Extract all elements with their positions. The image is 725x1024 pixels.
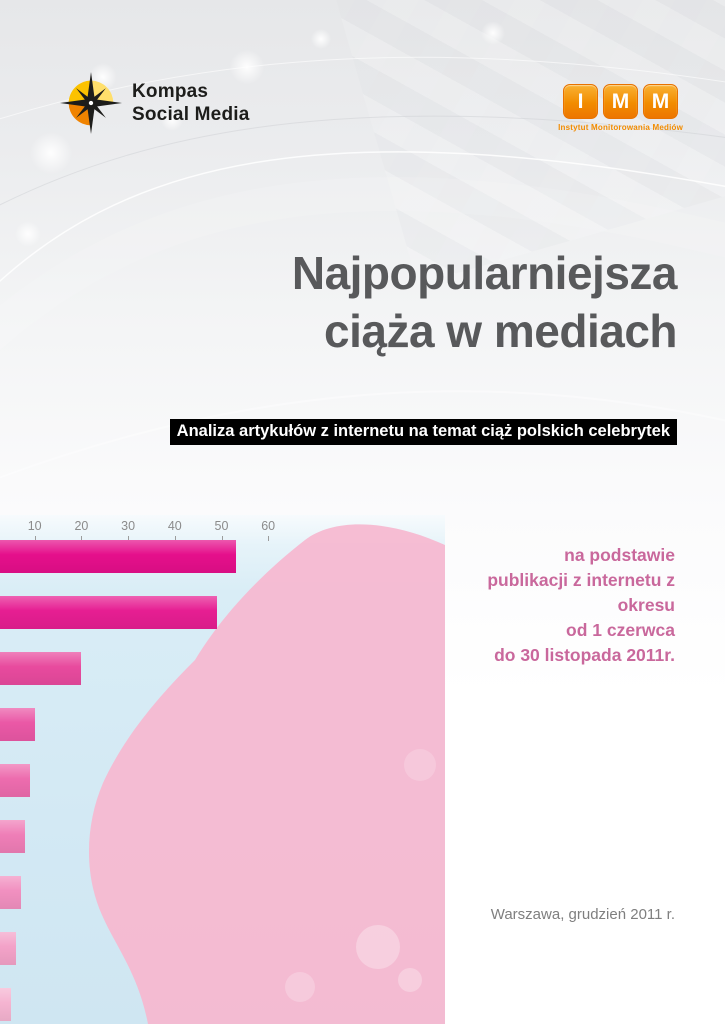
- imm-logo-tiles: I M M: [558, 84, 683, 119]
- bar: [0, 932, 17, 965]
- side-text-line5: do 30 listopada 2011r.: [494, 645, 675, 665]
- axis-tick-mark: [34, 536, 36, 541]
- bar-chart: 10 20 30 40 50 60: [0, 515, 445, 1024]
- axis-tick-label: 50: [214, 519, 229, 533]
- axis-tick-label: 30: [121, 519, 136, 533]
- sparkle-decoration: [14, 220, 42, 248]
- side-text: na podstawie publikacji z internetu z ok…: [345, 543, 675, 668]
- bar: [0, 764, 31, 797]
- imm-tile-m2: M: [643, 84, 679, 119]
- kompas-compass-icon: [60, 72, 122, 134]
- sparkle-decoration: [480, 20, 506, 46]
- kompas-logo-line1: Kompas: [132, 81, 209, 102]
- axis-tick-mark: [221, 536, 223, 541]
- kompas-logo-text: Kompas Social Media: [132, 80, 250, 126]
- bar: [0, 540, 236, 573]
- footer-date: Warszawa, grudzień 2011 r.: [490, 906, 675, 923]
- report-title-line1: Najpopularniejsza: [291, 247, 678, 299]
- imm-logo-subtitle: Instytut Monitorowania Mediów: [558, 123, 683, 132]
- bar: [0, 596, 217, 629]
- imm-logo: I M M Instytut Monitorowania Mediów: [558, 84, 683, 132]
- axis-tick-label: 60: [261, 519, 276, 533]
- sparkle-decoration: [310, 28, 332, 50]
- axis-tick-mark: [128, 536, 130, 541]
- bar-chart-plot: 10 20 30 40 50 60: [0, 515, 445, 1024]
- axis-tick-label: 20: [74, 519, 89, 533]
- side-text-line3: okresu: [617, 595, 675, 615]
- side-text-line4: od 1 czerwca: [566, 620, 675, 640]
- side-text-line2: publikacji z internetu z: [487, 570, 675, 590]
- imm-tile-m1: M: [603, 84, 639, 119]
- kompas-logo-line2: Social Media: [132, 104, 250, 125]
- sparkle-decoration: [28, 130, 74, 176]
- report-title: Najpopularniejsza ciąża w mediach: [291, 244, 678, 360]
- report-title-line2: ciąża w mediach: [324, 305, 678, 357]
- bar: [0, 708, 35, 741]
- subtitle-row: Analiza artykułów z internetu na temat c…: [169, 419, 677, 445]
- bar: [0, 988, 12, 1021]
- kompas-logo: Kompas Social Media: [60, 72, 250, 134]
- axis-tick-label: 10: [27, 519, 42, 533]
- bar: [0, 652, 82, 685]
- imm-tile-i: I: [563, 84, 599, 119]
- side-text-line1: na podstawie: [564, 545, 675, 565]
- axis-tick-mark: [81, 536, 83, 541]
- report-subtitle-highlight: Analiza artykułów z internetu na temat c…: [169, 419, 677, 445]
- bar: [0, 876, 21, 909]
- checker-pattern-decoration: [329, 0, 725, 285]
- axis-tick-mark: [268, 536, 270, 541]
- axis-tick-label: 40: [167, 519, 182, 533]
- pregnant-woman-silhouette: [88, 524, 445, 1024]
- bar: [0, 820, 26, 853]
- axis-tick-mark: [174, 536, 176, 541]
